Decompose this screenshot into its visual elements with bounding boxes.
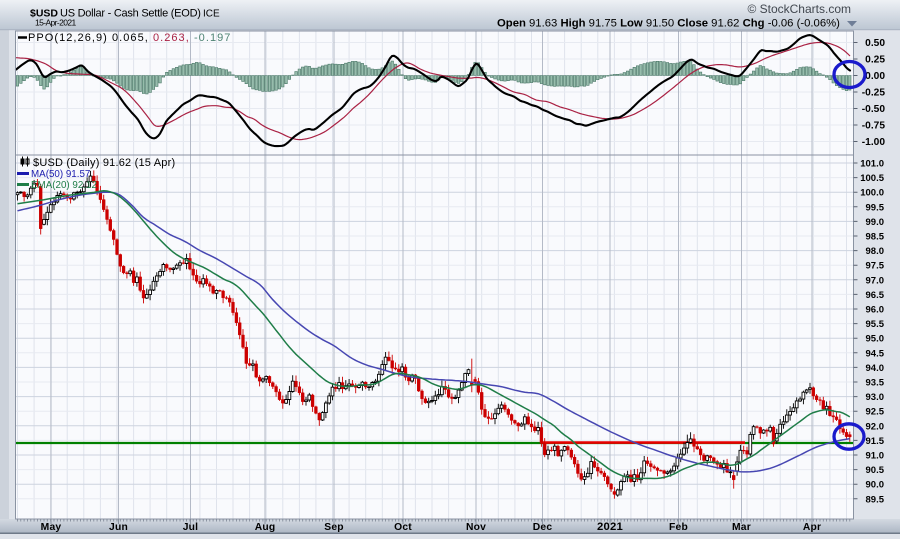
svg-text:94.5: 94.5 <box>866 348 885 359</box>
svg-text:Aug: Aug <box>255 522 276 533</box>
svg-text:93.5: 93.5 <box>866 378 885 389</box>
svg-text:$USD: $USD <box>30 8 58 20</box>
svg-text:$USD (Daily) 91.62 (15 Apr): $USD (Daily) 91.62 (15 Apr) <box>33 157 175 169</box>
svg-text:99.5: 99.5 <box>866 202 885 213</box>
svg-text:-0.25: -0.25 <box>862 88 886 99</box>
svg-text:May: May <box>41 522 62 533</box>
svg-text:US Dollar - Cash Settle (EOD): US Dollar - Cash Settle (EOD) <box>60 8 201 20</box>
svg-text:91.5: 91.5 <box>866 436 885 447</box>
svg-text:MA(50) 91.57: MA(50) 91.57 <box>31 169 90 180</box>
svg-text:92.5: 92.5 <box>866 407 885 418</box>
svg-text:Dec: Dec <box>533 522 553 533</box>
svg-text:95.5: 95.5 <box>866 319 885 330</box>
svg-text:92.0: 92.0 <box>866 421 885 432</box>
svg-text:89.5: 89.5 <box>866 494 885 505</box>
svg-text:© StockCharts.com: © StockCharts.com <box>747 2 851 16</box>
svg-text:EMA(20) 92.12: EMA(20) 92.12 <box>31 180 97 191</box>
svg-text:90.5: 90.5 <box>866 465 885 476</box>
svg-text:91.0: 91.0 <box>866 451 885 462</box>
svg-text:96.0: 96.0 <box>866 305 885 316</box>
svg-text:-0.50: -0.50 <box>862 104 886 115</box>
svg-text:Oct: Oct <box>394 522 412 533</box>
svg-text:98.0: 98.0 <box>866 246 885 257</box>
svg-text:100.0: 100.0 <box>860 188 884 199</box>
svg-text:95.0: 95.0 <box>866 334 885 345</box>
svg-text:0.50: 0.50 <box>865 38 885 49</box>
svg-text:Jul: Jul <box>183 522 198 533</box>
svg-text:101.0: 101.0 <box>860 159 884 170</box>
svg-text:93.0: 93.0 <box>866 392 885 403</box>
svg-text:98.5: 98.5 <box>866 232 885 243</box>
svg-text:Sep: Sep <box>324 522 343 533</box>
svg-text:100.5: 100.5 <box>860 173 884 184</box>
svg-text:94.0: 94.0 <box>866 363 885 374</box>
svg-text:Jun: Jun <box>109 522 128 533</box>
svg-text:Feb: Feb <box>669 522 688 533</box>
svg-text:Apr: Apr <box>803 522 821 533</box>
svg-text:PPO(12,26,9) 0.065, 0.263, -0.: PPO(12,26,9) 0.065, 0.263, -0.197 <box>28 32 231 44</box>
svg-text:96.5: 96.5 <box>866 290 885 301</box>
svg-text:Nov: Nov <box>466 522 486 533</box>
svg-text:0.25: 0.25 <box>865 55 885 66</box>
svg-text:97.0: 97.0 <box>866 275 885 286</box>
svg-text:2021: 2021 <box>597 521 623 533</box>
svg-text:90.0: 90.0 <box>866 480 885 491</box>
svg-text:0.00: 0.00 <box>865 71 885 82</box>
svg-text:Mar: Mar <box>732 522 751 533</box>
svg-text:Open 91.63 High 91.75 Low 91.5: Open 91.63 High 91.75 Low 91.50 Close 91… <box>497 18 840 30</box>
svg-text:ICE: ICE <box>203 9 220 20</box>
svg-text:-0.75: -0.75 <box>862 121 886 132</box>
svg-text:-1.00: -1.00 <box>862 137 886 148</box>
svg-text:99.0: 99.0 <box>866 217 885 228</box>
svg-text:97.5: 97.5 <box>866 261 885 272</box>
svg-text:15-Apr-2021: 15-Apr-2021 <box>35 18 77 28</box>
